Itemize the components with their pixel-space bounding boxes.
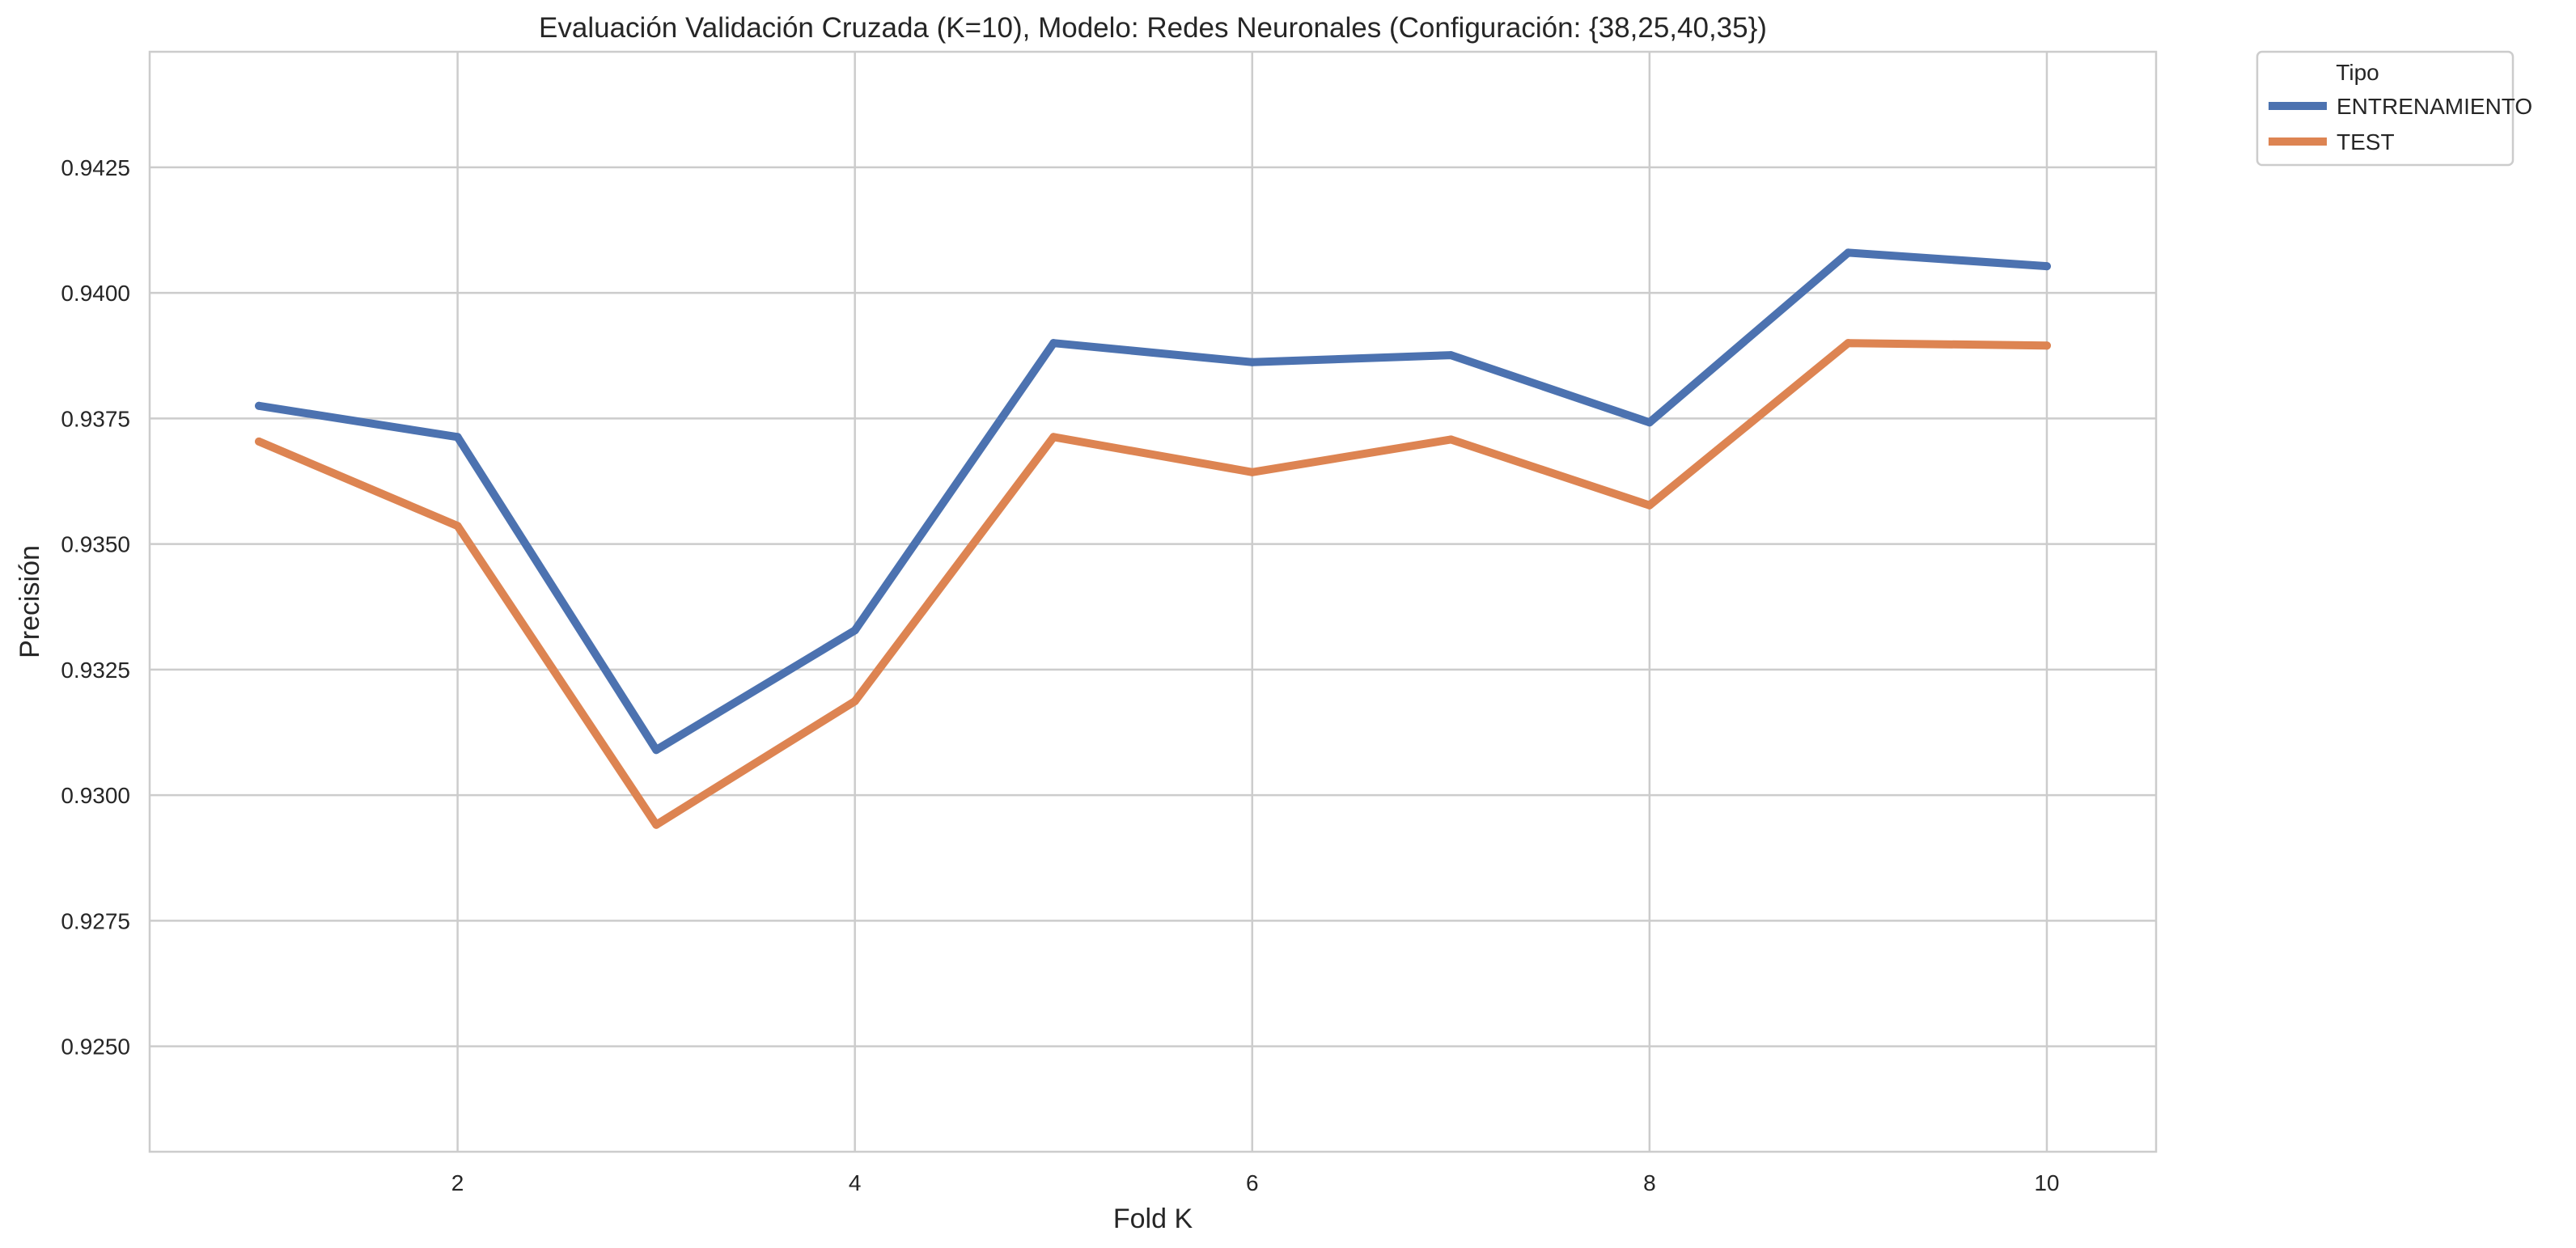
legend-entry-label: TEST [2337, 129, 2395, 154]
data-point [453, 433, 462, 442]
chart-title: Evaluación Validación Cruzada (K=10), Mo… [539, 12, 1767, 44]
plot-area-frame [148, 50, 2158, 1153]
y-tick-label: 0.9375 [61, 406, 130, 431]
x-tick-label: 6 [1246, 1170, 1259, 1195]
data-point [652, 820, 661, 829]
data-point [1248, 467, 1256, 476]
x-tick-label: 10 [2034, 1170, 2059, 1195]
data-point [1049, 339, 1058, 348]
data-point [453, 522, 462, 531]
data-point [1447, 351, 1455, 360]
data-point [850, 696, 859, 705]
data-point [255, 437, 264, 446]
data-point [2042, 341, 2051, 350]
data-point [1049, 433, 1058, 442]
data-point [255, 401, 264, 410]
y-tick-label: 0.9425 [61, 155, 130, 180]
series-line-entrenamiento [255, 248, 2051, 755]
y-tick-label: 0.9250 [61, 1034, 130, 1060]
legend: Tipo ENTRENAMIENTO TEST [2256, 50, 2532, 167]
x-tick-label: 4 [849, 1170, 862, 1195]
legend-box [2256, 50, 2515, 167]
data-point [1645, 418, 1654, 427]
y-axis-label: Precisión [15, 545, 45, 658]
series-line-test [255, 339, 2051, 829]
y-tick-label: 0.9300 [61, 783, 130, 808]
data-point [2042, 262, 2051, 271]
legend-items: ENTRENAMIENTO TEST [2269, 94, 2532, 154]
legend-title: Tipo [2336, 60, 2379, 85]
data-point [1645, 501, 1654, 510]
data-point [1248, 357, 1256, 366]
y-tick-label: 0.9350 [61, 532, 130, 557]
x-tick-label: 2 [451, 1170, 464, 1195]
data-point [850, 626, 859, 635]
y-tick-label: 0.9275 [61, 908, 130, 933]
gridlines [150, 52, 2156, 1152]
data-point [1447, 435, 1455, 444]
x-tick-label: 8 [1643, 1170, 1656, 1195]
legend-entry-label: ENTRENAMIENTO [2337, 94, 2532, 119]
data-point [1844, 248, 1853, 257]
y-tick-label: 0.9325 [61, 658, 130, 683]
y-tick-label: 0.9400 [61, 281, 130, 306]
series-lines [255, 248, 2051, 829]
tick-labels: 2 4 6 8 10 0.9250 0.9275 0.9300 0.9325 0.9350 0.93… [61, 155, 2059, 1195]
data-point [652, 746, 661, 755]
data-point [1844, 339, 1853, 348]
x-axis-label: Fold K [1113, 1204, 1193, 1234]
